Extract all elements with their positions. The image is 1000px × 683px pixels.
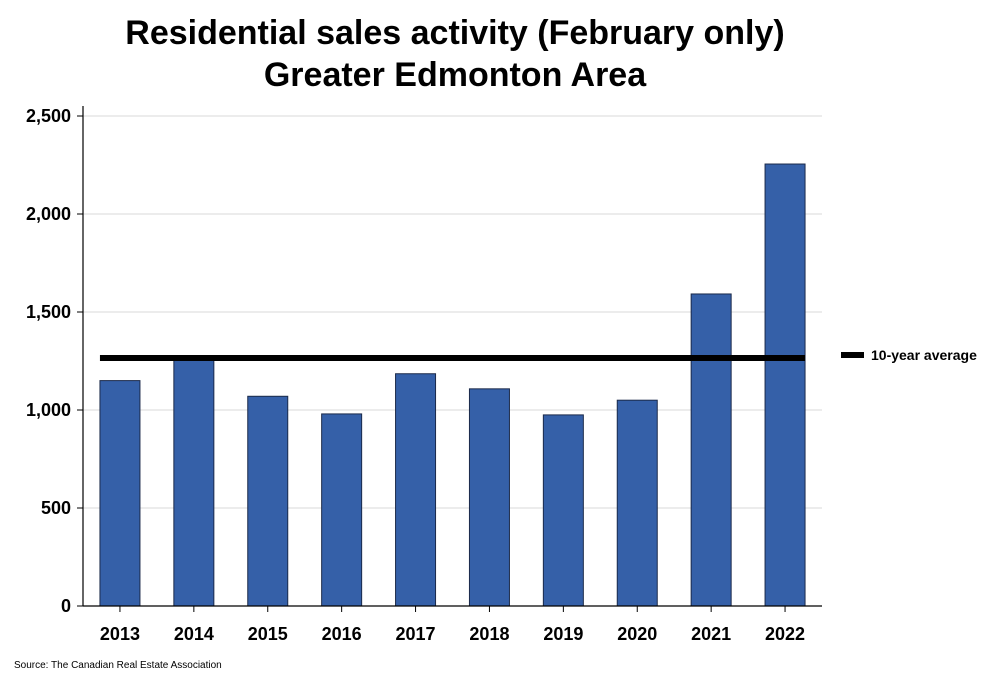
x-tick-label: 2014	[174, 624, 214, 644]
x-tick-label: 2015	[248, 624, 288, 644]
bar	[616, 399, 658, 607]
chart-title: Residential sales activity (February onl…	[125, 14, 785, 52]
y-tick-label: 2,500	[26, 106, 71, 126]
bar	[764, 163, 806, 607]
x-tick-label: 2020	[617, 624, 657, 644]
bar	[99, 380, 141, 607]
legend-label: 10-year average	[871, 347, 977, 363]
y-tick-label: 500	[41, 498, 71, 518]
chart-subtitle: Greater Edmonton Area	[263, 56, 647, 94]
y-tick-label: 0	[61, 596, 71, 616]
y-axis-ticks: 0 500 1,000 1,500 2,000 2,500	[26, 106, 83, 616]
x-tick-label: 2016	[322, 624, 362, 644]
bar	[690, 293, 732, 607]
legend: 10-year average	[841, 347, 977, 363]
bar	[173, 357, 215, 607]
source-note: Source: The Canadian Real Estate Associa…	[14, 660, 222, 671]
bar	[468, 388, 510, 607]
x-tick-label: 2018	[469, 624, 509, 644]
bars	[99, 163, 806, 607]
y-tick-label: 1,500	[26, 302, 71, 322]
x-tick-label: 2013	[100, 624, 140, 644]
y-tick-label: 2,000	[26, 204, 71, 224]
bar	[321, 413, 363, 607]
x-tick-label: 2019	[543, 624, 583, 644]
x-tick-label: 2021	[691, 624, 731, 644]
bar	[395, 373, 437, 607]
x-axis-ticks: 2013 2014 2015 2016 2017 2018 2019 2020 2021 2022	[100, 606, 805, 644]
chart-title-block: Residential sales activity (February onl…	[0, 12, 910, 96]
bar	[247, 395, 289, 607]
y-tick-label: 1,000	[26, 400, 71, 420]
axes	[82, 106, 822, 607]
x-tick-label: 2017	[396, 624, 436, 644]
x-tick-label: 2022	[765, 624, 805, 644]
bar	[542, 414, 584, 607]
